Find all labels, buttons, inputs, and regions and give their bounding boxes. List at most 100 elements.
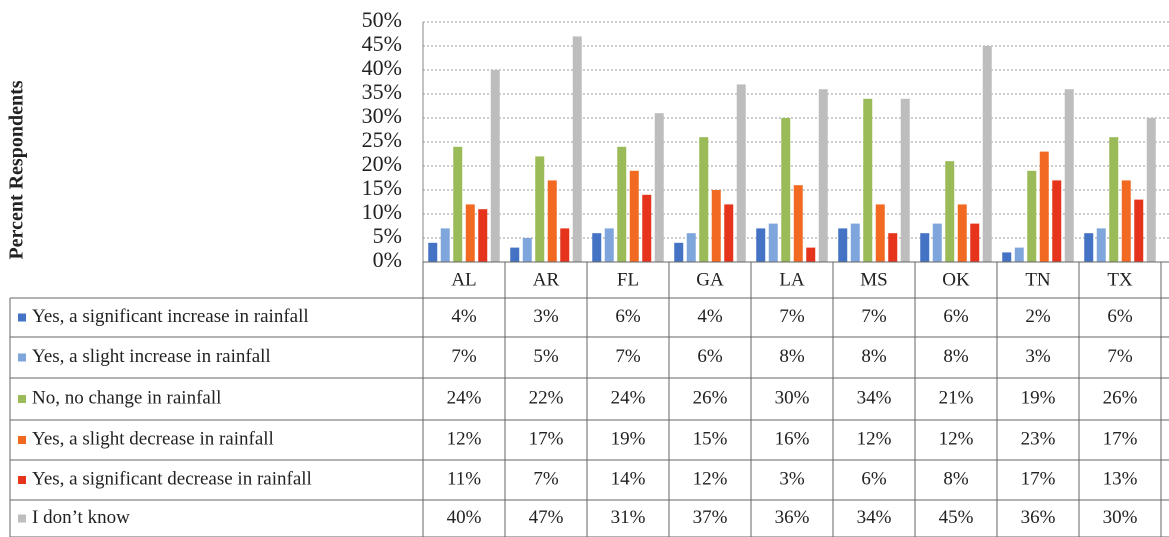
legend-label: Yes, a significant increase in rainfall bbox=[32, 306, 309, 327]
bar bbox=[1134, 199, 1144, 262]
bar bbox=[535, 156, 545, 262]
table-cell: 24% bbox=[447, 387, 482, 408]
table-cell: 12% bbox=[447, 428, 482, 449]
bar bbox=[818, 89, 828, 262]
table-cell: 8% bbox=[861, 346, 887, 367]
y-tick-label: 5% bbox=[373, 223, 402, 248]
bar bbox=[711, 190, 721, 262]
bar bbox=[850, 223, 860, 262]
table-cell: 6% bbox=[697, 346, 723, 367]
bar bbox=[522, 238, 532, 262]
table-cell: 3% bbox=[1025, 346, 1051, 367]
legend-label: Yes, a slight increase in rainfall bbox=[32, 346, 271, 367]
y-tick-label: 25% bbox=[362, 127, 402, 152]
bar bbox=[1064, 89, 1074, 262]
table-cell: 4% bbox=[697, 306, 723, 327]
table-cell: 8% bbox=[943, 346, 969, 367]
table-cell: 13% bbox=[1103, 468, 1138, 489]
table-cell: 45% bbox=[939, 507, 974, 528]
bar bbox=[510, 247, 520, 262]
y-tick-label: 0% bbox=[373, 247, 402, 272]
bar bbox=[793, 185, 803, 262]
bar bbox=[642, 194, 652, 262]
legend-label: No, no change in rainfall bbox=[32, 387, 221, 408]
legend-swatch bbox=[18, 353, 26, 362]
table-cell: 17% bbox=[1021, 468, 1056, 489]
table-cell: 6% bbox=[1107, 306, 1133, 327]
bar bbox=[806, 247, 816, 262]
legend-swatch bbox=[18, 514, 26, 523]
y-tick-label: 40% bbox=[362, 55, 402, 80]
bar bbox=[617, 146, 627, 262]
y-tick-label: 30% bbox=[362, 103, 402, 128]
bar bbox=[1052, 180, 1062, 262]
x-tick-label: LA bbox=[779, 269, 805, 290]
table-cell: 34% bbox=[857, 387, 892, 408]
legend-swatch bbox=[18, 436, 26, 444]
y-tick-label: 45% bbox=[362, 31, 402, 56]
table-cell: 7% bbox=[1107, 346, 1133, 367]
x-tick-label: GA bbox=[696, 269, 724, 290]
table-cell: 11% bbox=[447, 468, 481, 489]
legend-swatch bbox=[18, 395, 26, 403]
table-cell: 12% bbox=[693, 468, 728, 489]
legend-swatch bbox=[18, 313, 26, 322]
y-tick-label: 15% bbox=[362, 175, 402, 200]
table-cell: 6% bbox=[861, 468, 887, 489]
y-axis-label: Percent Respondents bbox=[6, 80, 28, 259]
bar bbox=[629, 170, 639, 262]
table-cell: 7% bbox=[615, 346, 641, 367]
table-cell: 12% bbox=[939, 428, 974, 449]
bar bbox=[1146, 118, 1156, 262]
x-tick-label: AR bbox=[533, 269, 560, 290]
bar bbox=[724, 204, 734, 262]
legend-label: Yes, a significant decrease in rainfall bbox=[32, 468, 312, 489]
bar bbox=[888, 233, 898, 262]
bar bbox=[1084, 233, 1094, 262]
bar bbox=[478, 209, 488, 262]
table-cell: 37% bbox=[693, 507, 728, 528]
table-cell: 22% bbox=[529, 387, 564, 408]
bar bbox=[490, 70, 500, 262]
x-tick-label: TX bbox=[1107, 269, 1133, 290]
bar bbox=[920, 233, 930, 262]
legend-label: Yes, a slight decrease in rainfall bbox=[32, 428, 274, 449]
legend-swatch bbox=[18, 476, 26, 484]
legend-label: I don’t know bbox=[32, 507, 130, 528]
table-cell: 34% bbox=[857, 507, 892, 528]
table-cell: 8% bbox=[943, 468, 969, 489]
table-cell: 47% bbox=[529, 507, 564, 528]
x-tick-label: FL bbox=[617, 269, 639, 290]
bar bbox=[863, 98, 873, 262]
bar bbox=[1039, 151, 1049, 262]
bar bbox=[440, 228, 450, 262]
bar bbox=[465, 204, 475, 262]
table-cell: 21% bbox=[939, 387, 974, 408]
x-tick-label: TN bbox=[1025, 269, 1051, 290]
table-cell: 15% bbox=[693, 428, 728, 449]
y-tick-label: 10% bbox=[362, 199, 402, 224]
y-tick-label: 35% bbox=[362, 79, 402, 104]
bar bbox=[900, 98, 910, 262]
bar bbox=[768, 223, 778, 262]
table-cell: 40% bbox=[447, 507, 482, 528]
bar bbox=[547, 180, 557, 262]
bar bbox=[1121, 180, 1131, 262]
bar bbox=[1002, 252, 1012, 262]
bar bbox=[654, 113, 664, 262]
bar bbox=[604, 228, 614, 262]
bar bbox=[674, 242, 684, 262]
table-cell: 8% bbox=[779, 346, 805, 367]
table-cell: 16% bbox=[775, 428, 810, 449]
bar bbox=[781, 118, 791, 262]
bar bbox=[756, 228, 766, 262]
table-cell: 14% bbox=[611, 468, 646, 489]
bar bbox=[957, 204, 967, 262]
table-cell: 6% bbox=[943, 306, 969, 327]
table-cell: 36% bbox=[775, 507, 810, 528]
bar bbox=[970, 223, 980, 262]
x-tick-label: AL bbox=[451, 269, 476, 290]
bar bbox=[699, 137, 709, 262]
y-tick-label: 50% bbox=[362, 7, 402, 32]
